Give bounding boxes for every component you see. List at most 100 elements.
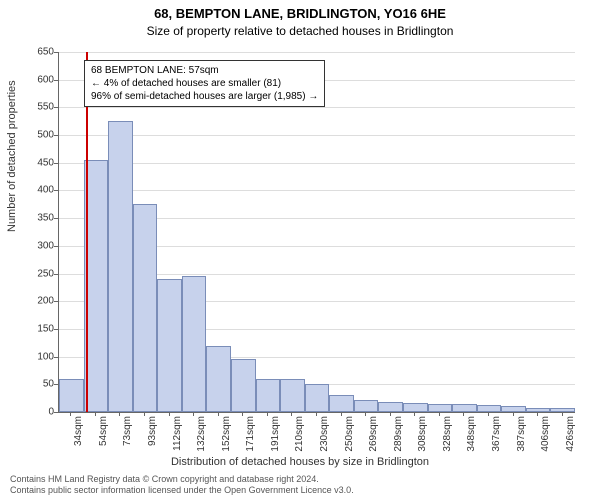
gridline: [59, 163, 575, 164]
chart-title: 68, BEMPTON LANE, BRIDLINGTON, YO16 6HE: [0, 0, 600, 22]
y-tick-mark: [54, 274, 58, 275]
bar: [403, 403, 428, 412]
y-tick-mark: [54, 190, 58, 191]
y-tick-label: 600: [30, 74, 54, 85]
bar: [354, 400, 379, 412]
y-tick-label: 300: [30, 240, 54, 251]
x-tick-mark: [95, 412, 96, 416]
bar: [182, 276, 207, 412]
chart-subtitle: Size of property relative to detached ho…: [0, 22, 600, 38]
footer-text: Contains HM Land Registry data © Crown c…: [10, 474, 354, 496]
y-tick-mark: [54, 135, 58, 136]
y-tick-mark: [54, 357, 58, 358]
y-tick-mark: [54, 384, 58, 385]
y-tick-mark: [54, 80, 58, 81]
gridline: [59, 107, 575, 108]
x-tick-mark: [119, 412, 120, 416]
bar: [305, 384, 330, 412]
bar: [157, 279, 182, 412]
bar: [133, 204, 158, 412]
x-tick-label: 152sqm: [221, 416, 232, 452]
x-tick-label: 132sqm: [196, 416, 207, 452]
x-tick-label: 308sqm: [417, 416, 428, 452]
footer-line1: Contains HM Land Registry data © Crown c…: [10, 474, 354, 485]
x-tick-label: 250sqm: [344, 416, 355, 452]
x-tick-mark: [513, 412, 514, 416]
x-tick-label: 426sqm: [565, 416, 576, 452]
x-tick-mark: [341, 412, 342, 416]
x-tick-mark: [414, 412, 415, 416]
bar: [329, 395, 354, 412]
bar: [59, 379, 84, 412]
x-tick-label: 34sqm: [73, 416, 84, 446]
x-tick-label: 289sqm: [393, 416, 404, 452]
bar: [428, 404, 453, 412]
x-tick-mark: [144, 412, 145, 416]
x-tick-mark: [316, 412, 317, 416]
y-tick-label: 400: [30, 185, 54, 196]
y-tick-label: 200: [30, 296, 54, 307]
x-tick-mark: [537, 412, 538, 416]
footer-line2: Contains public sector information licen…: [10, 485, 354, 496]
chart-container: 68, BEMPTON LANE, BRIDLINGTON, YO16 6HE …: [0, 0, 600, 500]
y-tick-label: 50: [30, 379, 54, 390]
x-tick-label: 112sqm: [172, 416, 183, 451]
bar: [477, 405, 502, 412]
bar: [231, 359, 256, 412]
x-tick-label: 367sqm: [491, 416, 502, 452]
annotation-line1: 68 BEMPTON LANE: 57sqm: [91, 64, 318, 77]
x-tick-mark: [267, 412, 268, 416]
y-tick-label: 650: [30, 47, 54, 58]
gridline: [59, 135, 575, 136]
y-tick-mark: [54, 246, 58, 247]
y-tick-label: 150: [30, 323, 54, 334]
x-tick-label: 269sqm: [368, 416, 379, 452]
y-tick-mark: [54, 107, 58, 108]
x-tick-mark: [291, 412, 292, 416]
x-tick-mark: [169, 412, 170, 416]
x-tick-label: 406sqm: [540, 416, 551, 452]
y-axis-label: Number of detached properties: [6, 80, 18, 232]
y-tick-mark: [54, 329, 58, 330]
x-tick-label: 93sqm: [147, 416, 158, 446]
x-tick-mark: [242, 412, 243, 416]
x-tick-mark: [562, 412, 563, 416]
x-tick-label: 54sqm: [98, 416, 109, 446]
y-tick-mark: [54, 412, 58, 413]
bar: [108, 121, 133, 412]
gridline: [59, 52, 575, 53]
x-tick-label: 171sqm: [245, 416, 256, 452]
annotation-line3: 96% of semi-detached houses are larger (…: [91, 90, 318, 103]
x-tick-label: 348sqm: [466, 416, 477, 452]
y-tick-label: 0: [30, 407, 54, 418]
x-tick-label: 387sqm: [516, 416, 527, 452]
bar: [206, 346, 231, 412]
x-tick-mark: [218, 412, 219, 416]
y-tick-label: 350: [30, 213, 54, 224]
gridline: [59, 190, 575, 191]
bar: [550, 408, 575, 412]
y-tick-label: 250: [30, 268, 54, 279]
y-tick-mark: [54, 163, 58, 164]
bar: [501, 406, 526, 412]
x-tick-mark: [488, 412, 489, 416]
y-tick-label: 450: [30, 157, 54, 168]
y-tick-label: 500: [30, 130, 54, 141]
x-tick-mark: [463, 412, 464, 416]
x-tick-label: 230sqm: [319, 416, 330, 452]
x-tick-mark: [439, 412, 440, 416]
x-tick-label: 191sqm: [270, 416, 281, 452]
bar: [378, 402, 403, 412]
x-tick-label: 73sqm: [122, 416, 133, 446]
bar: [452, 404, 477, 412]
x-axis-label: Distribution of detached houses by size …: [0, 456, 600, 468]
bar: [280, 379, 305, 412]
y-tick-mark: [54, 52, 58, 53]
x-tick-mark: [70, 412, 71, 416]
x-tick-label: 210sqm: [294, 416, 305, 452]
x-tick-mark: [193, 412, 194, 416]
x-tick-label: 328sqm: [442, 416, 453, 452]
y-tick-label: 100: [30, 351, 54, 362]
x-tick-mark: [390, 412, 391, 416]
annotation-box: 68 BEMPTON LANE: 57sqm ← 4% of detached …: [84, 60, 325, 107]
